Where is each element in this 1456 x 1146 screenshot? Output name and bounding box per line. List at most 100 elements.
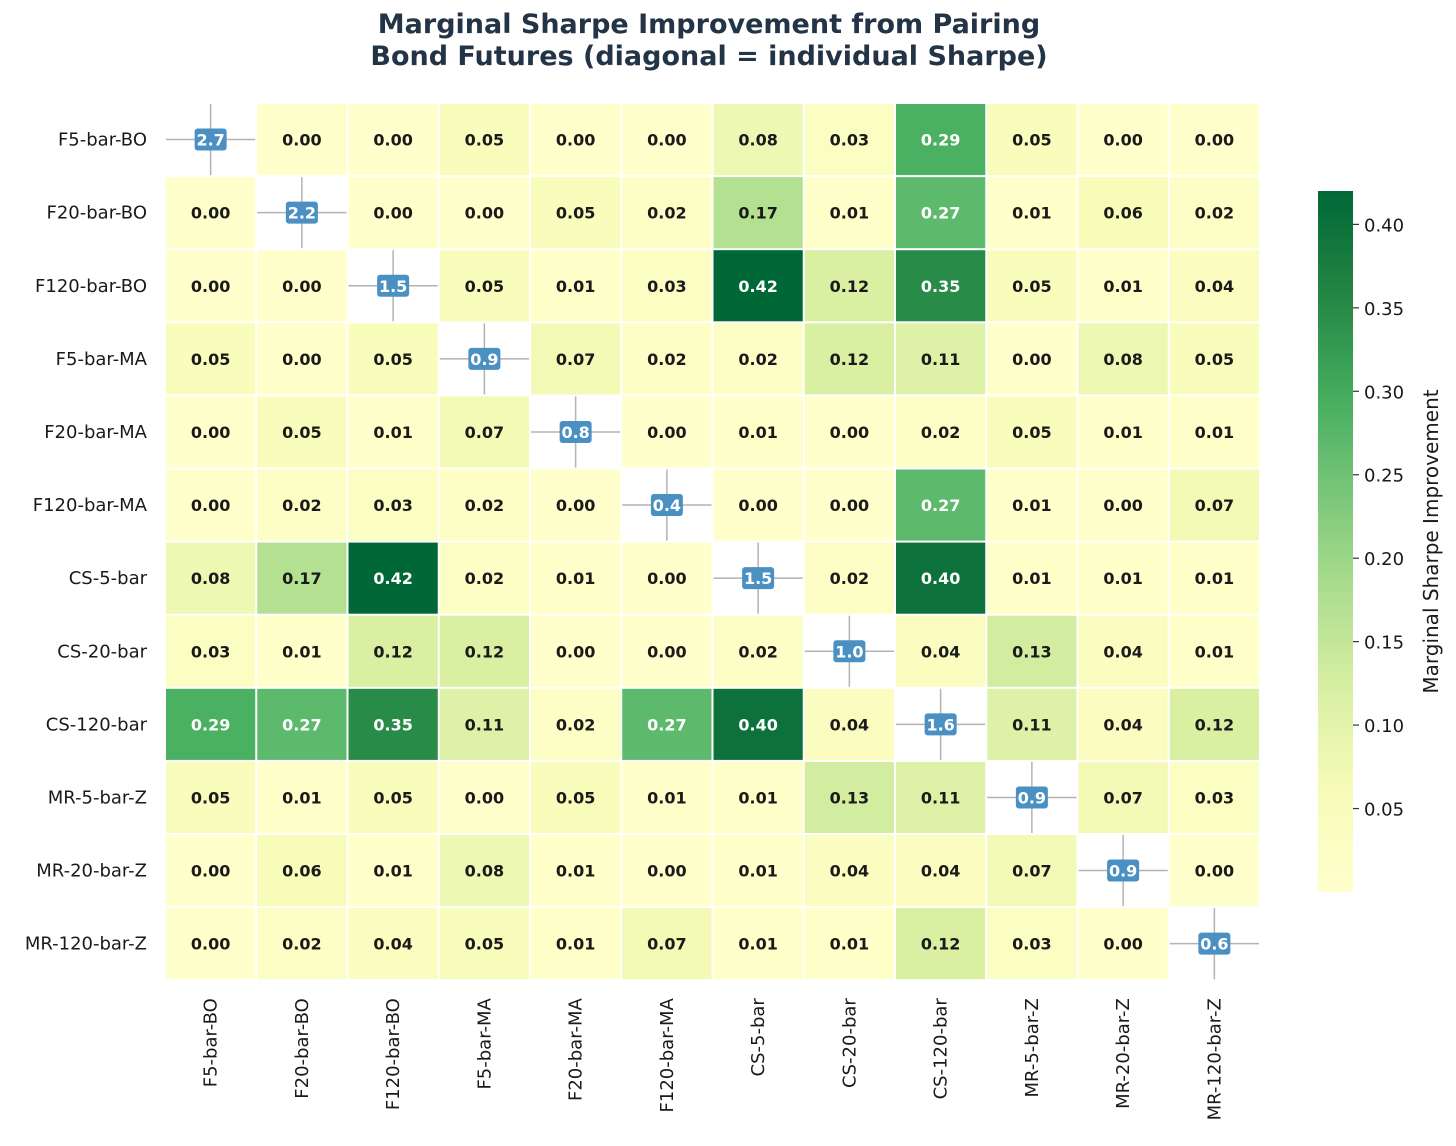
cell-value-label: 0.00 [282, 277, 321, 296]
cell-value-label: 0.01 [1103, 569, 1142, 588]
cell-value-label: 0.04 [830, 862, 869, 881]
cell-value-label: 0.00 [282, 131, 321, 150]
cell-value-label: 0.00 [647, 423, 686, 442]
cell-value-label: 0.02 [465, 496, 504, 515]
heatmap-cell [257, 761, 347, 833]
cell-value-label: 0.05 [1012, 131, 1051, 150]
cell-value-label: 0.00 [738, 496, 777, 515]
heatmap-cell [1169, 396, 1259, 468]
diagonal-badge [1107, 859, 1140, 882]
row-tick-label: MR-5-bar-Z [48, 787, 147, 808]
heatmap-cell [1078, 177, 1168, 249]
heatmap-cell [166, 396, 256, 468]
cell-value-label: 0.04 [921, 862, 960, 881]
column-tick-label: F5-bar-MA [474, 998, 495, 1090]
cell-value-label: 0.07 [1103, 788, 1142, 807]
heatmap-cell [896, 542, 986, 614]
cell-value-label: 0.05 [282, 423, 321, 442]
cell-value-label: 0.05 [191, 788, 230, 807]
heatmap-cell [1169, 469, 1259, 541]
heatmap-cell [896, 835, 986, 907]
heatmap-cell [439, 177, 529, 249]
colorbar-tick-label: 0.40 [1364, 215, 1404, 236]
cell-value-label: 0.00 [465, 788, 504, 807]
heatmap-cell [348, 688, 438, 760]
column-tick-label: CS-20-bar [839, 998, 860, 1088]
diagonal-sharpe-label: 2.7 [196, 131, 224, 150]
cell-value-label: 0.01 [738, 935, 777, 954]
heatmap-cell [987, 469, 1077, 541]
cell-value-label: 0.00 [373, 131, 412, 150]
cell-value-label: 0.04 [1195, 277, 1234, 296]
heatmap-cell [713, 177, 803, 249]
heatmap-cell [713, 761, 803, 833]
heatmap-cell [987, 177, 1077, 249]
cell-value-label: 0.05 [556, 204, 595, 223]
heatmap-cell [1078, 469, 1168, 541]
diagonal-sharpe-label: 0.9 [1018, 788, 1046, 807]
cell-value-label: 0.29 [191, 715, 230, 734]
cell-value-label: 0.42 [738, 277, 777, 296]
cell-value-label: 0.01 [373, 423, 412, 442]
column-tick-label: F20-bar-BO [292, 998, 313, 1099]
heatmap-cell [987, 104, 1077, 176]
heatmap-cell [1169, 104, 1259, 176]
heatmap-cell [348, 835, 438, 907]
cell-value-label: 0.02 [921, 423, 960, 442]
cell-value-label: 0.00 [282, 350, 321, 369]
diagonal-badge [650, 494, 683, 517]
cell-value-label: 0.06 [1103, 204, 1142, 223]
diagonal-badge [1198, 932, 1231, 955]
heatmap-cell [439, 615, 529, 687]
cell-value-label: 0.11 [1012, 715, 1051, 734]
heatmap-cell [348, 469, 438, 541]
cell-value-label: 0.05 [465, 131, 504, 150]
cell-value-label: 0.02 [282, 935, 321, 954]
column-tick-label: F20-bar-MA [566, 998, 587, 1101]
heatmap-cell [622, 542, 712, 614]
heatmap-cell [166, 323, 256, 395]
cell-value-label: 0.01 [830, 204, 869, 223]
heatmap-cell [166, 177, 256, 249]
chart-title-line-1: Marginal Sharpe Improvement from Pairing [378, 9, 1040, 40]
cell-value-label: 0.40 [921, 569, 960, 588]
heatmap-cell [439, 250, 529, 322]
cell-value-label: 0.07 [1012, 862, 1051, 881]
cell-value-label: 0.02 [465, 569, 504, 588]
cell-value-label: 0.02 [830, 569, 869, 588]
heatmap-cell [804, 177, 894, 249]
cell-value-label: 0.27 [647, 715, 686, 734]
heatmap-cell [713, 835, 803, 907]
cell-value-label: 0.04 [830, 715, 869, 734]
heatmap-cell [1078, 104, 1168, 176]
cell-value-label: 0.13 [830, 788, 869, 807]
heatmap-cell [166, 469, 256, 541]
heatmap-cell [348, 104, 438, 176]
cell-value-label: 0.01 [282, 642, 321, 661]
cell-value-label: 0.01 [830, 935, 869, 954]
cell-value-label: 0.01 [1012, 569, 1051, 588]
diagonal-badge [924, 713, 957, 736]
heatmap-cell [713, 688, 803, 760]
cell-value-label: 0.01 [282, 788, 321, 807]
cell-value-label: 0.35 [373, 715, 412, 734]
row-tick-label: F5-bar-MA [56, 349, 148, 370]
heatmap-cell [257, 615, 347, 687]
heatmap-cell [987, 615, 1077, 687]
heatmap-cell [439, 908, 529, 980]
row-tick-label: CS-5-bar [69, 568, 148, 589]
heatmap-cell [1169, 250, 1259, 322]
cell-value-label: 0.11 [465, 715, 504, 734]
row-tick-label: F120-bar-BO [35, 276, 147, 297]
cell-value-label: 0.01 [1195, 642, 1234, 661]
cell-value-label: 0.01 [1012, 496, 1051, 515]
cell-value-label: 0.00 [1103, 496, 1142, 515]
heatmap-cell [896, 177, 986, 249]
cell-value-label: 0.08 [738, 131, 777, 150]
heatmap-cell [804, 835, 894, 907]
heatmap-cell [257, 688, 347, 760]
colorbar-tick-label: 0.15 [1364, 633, 1404, 654]
heatmap-cell [531, 323, 621, 395]
cell-value-label: 0.40 [738, 715, 777, 734]
row-tick-label: MR-120-bar-Z [25, 934, 147, 955]
